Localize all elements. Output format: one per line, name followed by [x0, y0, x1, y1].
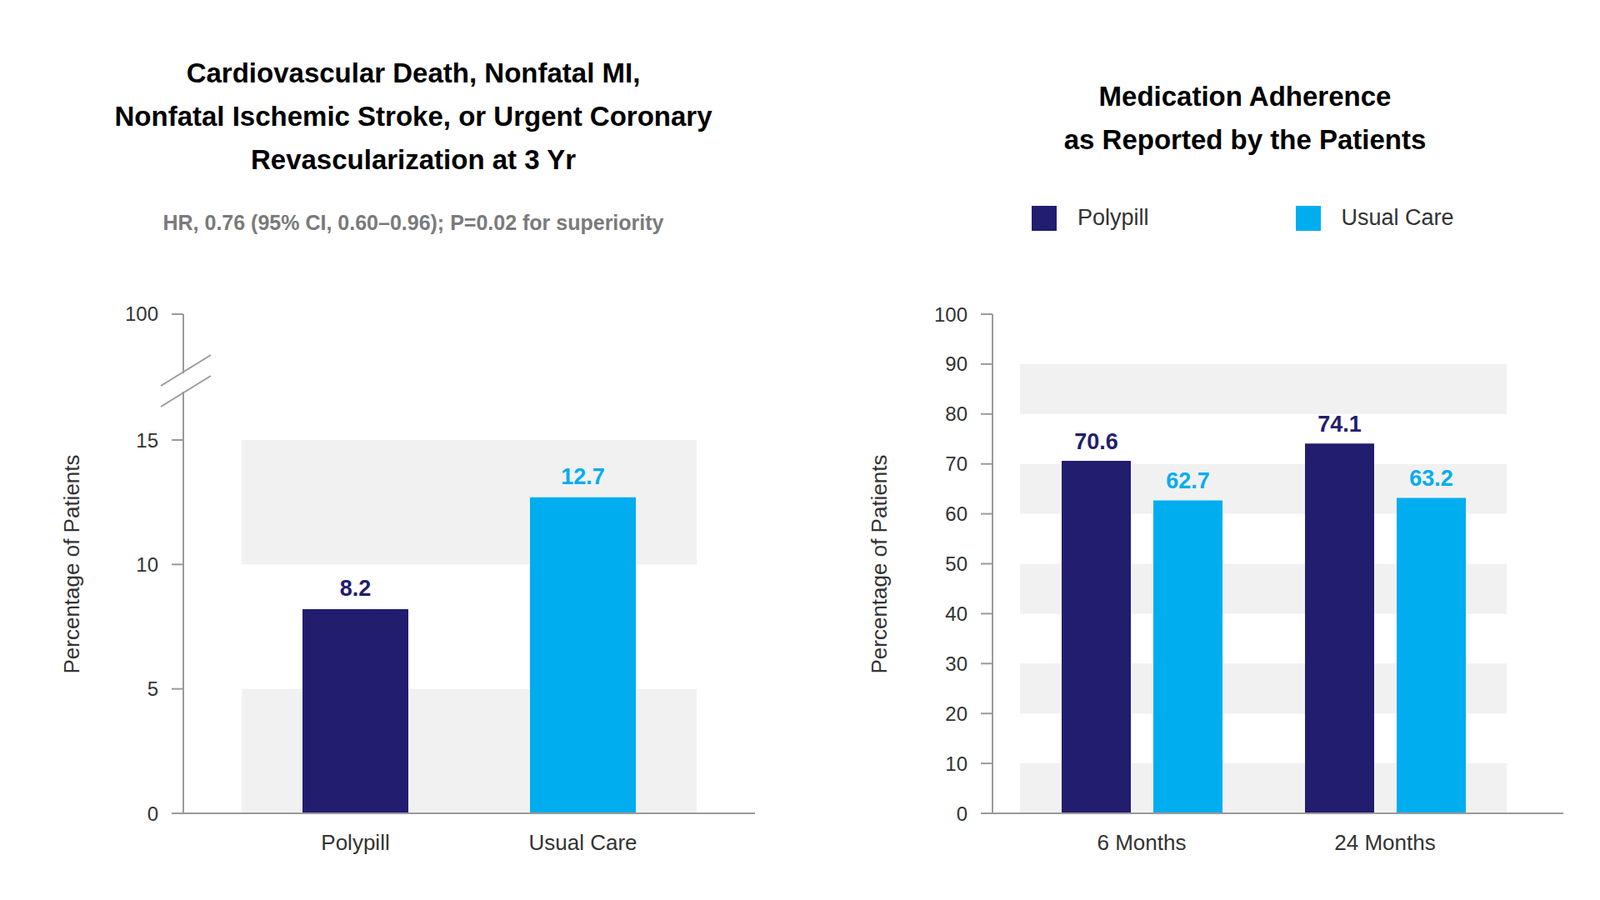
html-text:HR, 0.76 (95% CI, 0.60–0.96);: HR, 0.76 (95% CI, 0.60–0.96); P=0.02 for…	[162, 210, 664, 235]
svg-text:20: 20	[945, 702, 968, 725]
svg-text:12.7: 12.7	[560, 464, 605, 490]
svg-text:Polypill: Polypill	[320, 830, 390, 855]
html-text:Polypill: Polypill	[1077, 205, 1149, 230]
svg-text:30: 30	[945, 652, 968, 675]
svg-text:0: 0	[956, 802, 968, 825]
svg-text:100: 100	[125, 302, 159, 325]
html-text:Medication Adherence: Medication Adherence	[1098, 80, 1392, 112]
svg-text:5: 5	[147, 677, 159, 700]
svg-text:6 Months: 6 Months	[1097, 830, 1187, 855]
svg-text:10: 10	[135, 553, 159, 576]
svg-text:80: 80	[945, 402, 968, 425]
html-text:as Reported by the Patients: as Reported by the Patients	[1063, 124, 1427, 155]
svg-text:60: 60	[945, 502, 968, 525]
svg-text:15: 15	[135, 429, 159, 452]
svg-text:70.6: 70.6	[1074, 429, 1119, 455]
svg-text:0: 0	[147, 802, 159, 825]
html-text:Percentage of Patients: Percentage of Patients	[866, 454, 892, 674]
svg-text:40: 40	[945, 602, 968, 625]
html-text:Revascularization at 3 Yr: Revascularization at 3 Yr	[250, 144, 576, 175]
svg-text:63.2: 63.2	[1409, 465, 1454, 491]
html-text:Usual Care: Usual Care	[1341, 205, 1454, 230]
svg-text:24 Months: 24 Months	[1334, 830, 1435, 855]
html-text:Cardiovascular Death, Nonfatal: Cardiovascular Death, Nonfatal MI,	[186, 57, 641, 89]
svg-text:74.1: 74.1	[1317, 411, 1362, 437]
svg-text:50: 50	[945, 552, 968, 575]
svg-text:100: 100	[934, 303, 968, 326]
html-text:Nonfatal Ischemic Stroke, or U: Nonfatal Ischemic Stroke, or Urgent Coro…	[114, 100, 713, 132]
svg-text:8.2: 8.2	[340, 575, 372, 601]
html-text:Percentage of Patients: Percentage of Patients	[58, 454, 84, 674]
svg-text:Usual Care: Usual Care	[528, 830, 637, 855]
svg-text:10: 10	[945, 752, 968, 775]
svg-text:62.7: 62.7	[1165, 468, 1210, 494]
svg-text:70: 70	[945, 452, 968, 475]
svg-text:90: 90	[945, 352, 968, 375]
